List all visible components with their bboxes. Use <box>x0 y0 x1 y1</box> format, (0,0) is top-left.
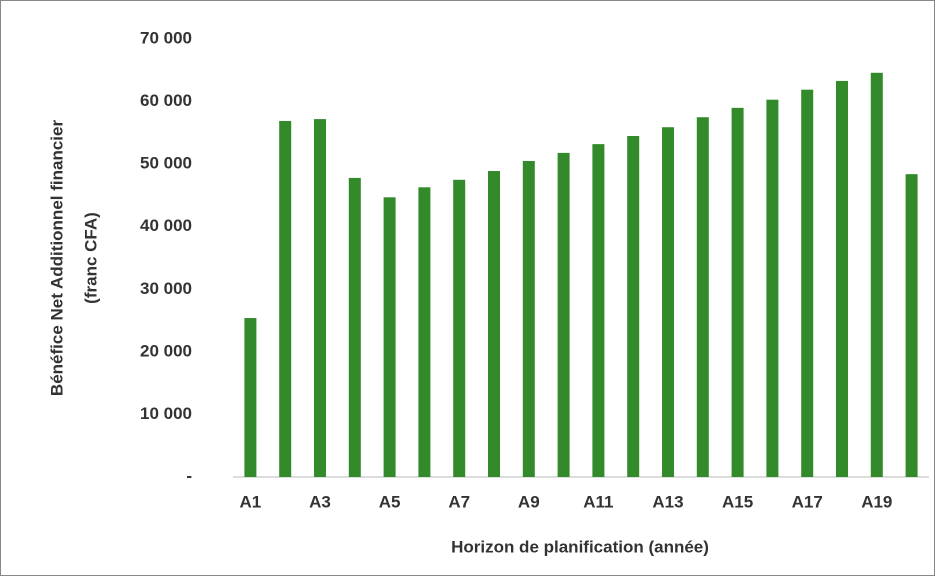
y-tick-label: 10 000 <box>140 404 192 423</box>
bar <box>801 89 814 477</box>
bar <box>662 127 674 478</box>
y-tick-label: 40 000 <box>140 216 192 235</box>
bar <box>870 72 883 477</box>
x-tick-label: A13 <box>652 492 683 511</box>
bar <box>383 197 396 477</box>
y-tick-label: 60 000 <box>140 91 192 110</box>
y-tick-label: - <box>186 466 192 485</box>
x-tick-label: A3 <box>309 492 331 511</box>
bar <box>905 174 918 477</box>
y-axis-label: (franc CFA) <box>81 212 100 304</box>
bar <box>766 99 779 478</box>
bar <box>836 80 848 478</box>
x-tick-label: A11 <box>583 492 613 511</box>
bar <box>314 119 326 477</box>
bar <box>279 120 292 478</box>
bar <box>696 117 709 477</box>
y-tick-label: 50 000 <box>140 154 192 173</box>
bar <box>453 179 466 478</box>
bar <box>244 318 257 477</box>
x-tick-label: A9 <box>518 492 540 511</box>
y-tick-label: 70 000 <box>140 28 192 47</box>
bar <box>522 161 535 477</box>
bar <box>418 187 431 477</box>
y-tick-label: 20 000 <box>140 341 192 360</box>
x-tick-label: A5 <box>379 492 401 511</box>
bar <box>627 135 640 477</box>
x-tick-label: A19 <box>861 492 892 511</box>
bar <box>592 144 605 477</box>
x-tick-label: A17 <box>792 492 823 511</box>
x-tick-label: A7 <box>448 492 470 511</box>
bar <box>731 107 744 477</box>
y-tick-label: 30 000 <box>140 279 192 298</box>
bar <box>348 177 361 477</box>
x-tick-label: A1 <box>240 492 262 511</box>
x-tick-label: A15 <box>722 492 753 511</box>
x-axis-label: Horizon de planification (année) <box>451 537 709 556</box>
bar <box>557 152 570 477</box>
y-axis-label: Bénéfice Net Additionnel financier <box>47 120 66 397</box>
bar <box>488 171 500 478</box>
